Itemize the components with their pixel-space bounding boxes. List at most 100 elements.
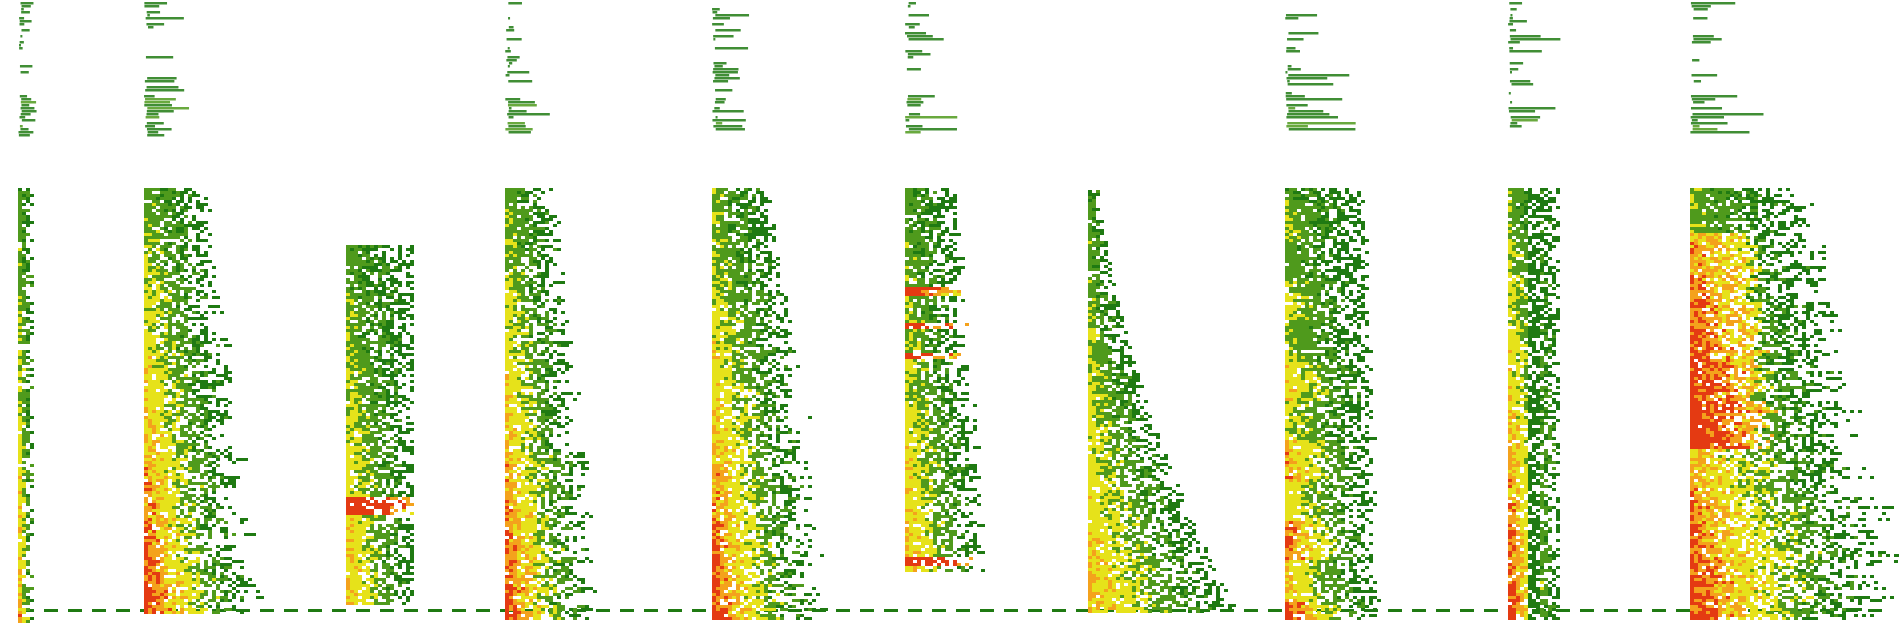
energy-cell [148,554,152,557]
energy-cell [557,452,561,455]
energy-cell [184,575,188,578]
energy-cell [152,488,156,491]
energy-cell [529,344,533,347]
energy-cell [22,191,26,194]
energy-cell [350,566,354,569]
energy-cell [529,218,533,221]
energy-cell [410,551,414,554]
energy-cell [156,275,160,278]
energy-cell [505,209,509,212]
energy-cell [21,29,30,32]
energy-cell [549,320,553,323]
energy-cell [513,287,517,290]
energy-cell [200,500,204,503]
energy-cell [378,476,382,479]
energy-cell [545,314,549,317]
energy-cell [168,455,172,458]
energy-cell [350,266,354,269]
energy-cell [152,236,156,239]
energy-cell [144,425,148,428]
energy-cell [390,527,394,530]
energy-cell [18,134,30,137]
energy-cell [354,314,358,317]
energy-cell [374,482,378,485]
energy-cell [390,260,394,263]
energy-cell [366,254,370,257]
energy-cell [541,506,545,509]
energy-cell [358,515,362,518]
energy-cell [521,248,525,251]
energy-cell [513,512,517,515]
energy-cell [406,293,410,296]
energy-cell [204,335,208,338]
energy-cell [188,548,192,551]
energy-cell [212,380,216,383]
energy-cell [26,209,30,212]
energy-cell [358,404,362,407]
energy-cell [366,299,370,302]
energy-cell [18,617,22,620]
energy-cell [26,401,30,404]
energy-cell [176,221,180,224]
energy-cell [200,341,204,344]
energy-cell [358,497,362,500]
energy-cell [164,527,168,530]
energy-cell [410,260,414,263]
energy-cell [350,494,354,497]
energy-cell [529,209,533,212]
energy-cell [18,611,22,614]
energy-cell [382,515,386,518]
energy-cell [354,563,358,566]
energy-cell [378,491,382,494]
energy-cell [192,551,196,554]
energy-cell [366,368,370,371]
energy-cell [22,536,26,539]
energy-cell [168,599,172,602]
energy-cell [533,359,537,362]
energy-cell [362,461,366,464]
energy-cell [346,383,350,386]
energy-cell [370,479,374,482]
energy-cell [160,536,164,539]
energy-cell [537,263,541,266]
energy-cell [581,467,585,470]
energy-cell [557,521,561,524]
energy-cell [382,593,386,596]
energy-cell [382,287,386,290]
energy-cell [176,476,180,479]
energy-cell [200,419,204,422]
energy-cell [156,428,160,431]
energy-cell [366,551,370,554]
energy-cell [370,293,374,296]
energy-cell [346,413,350,416]
energy-cell [541,419,545,422]
energy-cell [144,443,148,446]
energy-cell [184,260,188,263]
energy-cell [402,461,406,464]
energy-cell [148,335,152,338]
energy-cell [390,455,394,458]
energy-cell [200,296,204,299]
energy-cell [382,281,386,284]
baseline-dash [860,609,874,612]
energy-cell [152,320,156,323]
energy-cell [509,401,513,404]
energy-cell [565,497,569,500]
energy-cell [521,284,525,287]
energy-cell [374,386,378,389]
energy-cell [370,305,374,308]
energy-cell [204,251,208,254]
energy-cell [358,425,362,428]
energy-cell [354,458,358,461]
energy-cell [22,335,26,338]
energy-cell [374,416,378,419]
energy-cell [148,380,152,383]
energy-cell [509,383,513,386]
energy-cell [160,605,164,608]
energy-cell [509,395,513,398]
energy-cell [366,416,370,419]
energy-cell [208,446,212,449]
energy-cell [176,482,180,485]
energy-cell [156,569,160,572]
energy-cell [386,413,390,416]
